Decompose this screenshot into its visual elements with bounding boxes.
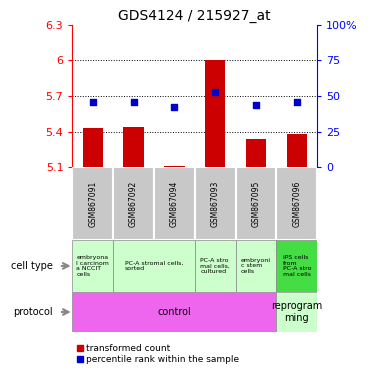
Text: GSM867094: GSM867094 xyxy=(170,180,179,227)
Bar xyxy=(113,240,195,292)
Text: iPS cells
from
PC-A stro
mal cells: iPS cells from PC-A stro mal cells xyxy=(283,255,311,277)
Point xyxy=(253,101,259,108)
Point xyxy=(294,99,300,105)
Text: embryona
l carcinom
a NCCIT
cells: embryona l carcinom a NCCIT cells xyxy=(76,255,109,277)
Bar xyxy=(276,292,317,332)
Point xyxy=(131,99,137,105)
Text: PC-A stromal cells,
sorted: PC-A stromal cells, sorted xyxy=(125,260,183,271)
Bar xyxy=(123,127,144,167)
Bar xyxy=(286,134,307,167)
Bar xyxy=(205,60,226,167)
Point xyxy=(212,89,218,95)
Text: embryoni
c stem
cells: embryoni c stem cells xyxy=(241,258,271,274)
Text: GSM867092: GSM867092 xyxy=(129,180,138,227)
Text: protocol: protocol xyxy=(13,307,53,317)
Text: GSM867091: GSM867091 xyxy=(88,180,97,227)
Text: GSM867096: GSM867096 xyxy=(292,180,301,227)
Bar xyxy=(164,166,185,167)
Bar xyxy=(195,240,236,292)
Bar xyxy=(236,240,276,292)
Bar xyxy=(195,167,236,240)
Bar xyxy=(72,167,113,240)
Bar xyxy=(276,167,317,240)
Text: cell type: cell type xyxy=(11,261,53,271)
Text: control: control xyxy=(158,307,191,317)
Title: GDS4124 / 215927_at: GDS4124 / 215927_at xyxy=(118,8,271,23)
Bar xyxy=(154,167,195,240)
Text: GSM867093: GSM867093 xyxy=(211,180,220,227)
Bar xyxy=(246,139,266,167)
Point xyxy=(90,99,96,105)
Text: reprogram
ming: reprogram ming xyxy=(271,301,322,323)
Text: GSM867095: GSM867095 xyxy=(252,180,260,227)
Bar xyxy=(72,292,276,332)
Bar xyxy=(113,167,154,240)
Text: PC-A stro
mal cells,
cultured: PC-A stro mal cells, cultured xyxy=(200,258,230,274)
Bar xyxy=(276,240,317,292)
Bar xyxy=(72,240,113,292)
Bar xyxy=(82,128,103,167)
Bar xyxy=(236,167,276,240)
Legend: transformed count, percentile rank within the sample: transformed count, percentile rank withi… xyxy=(77,344,239,364)
Point xyxy=(171,104,177,111)
